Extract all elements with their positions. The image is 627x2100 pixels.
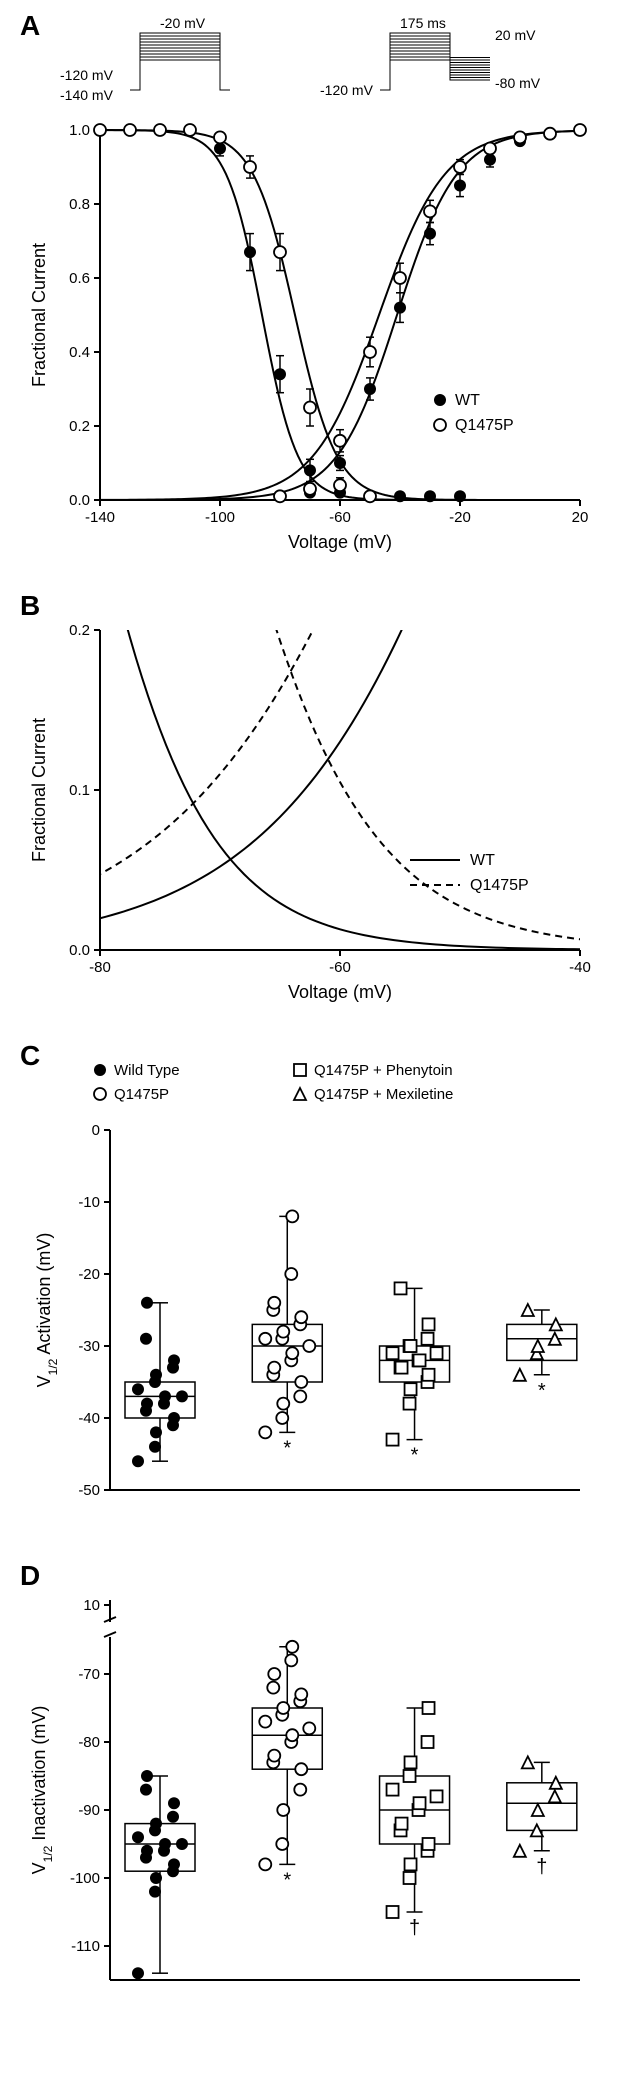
svg-text:†: † — [409, 1917, 420, 1939]
panel-c-svg: Wild Type Q1475P + Phenytoin Q1475P Q1475P … — [10, 1040, 617, 1540]
svg-text:Voltage (mV): Voltage (mV) — [288, 532, 392, 552]
panel-b-svg: -80 -60 -40 0.0 0.1 0.2 Voltage (mV) Fractional… — [10, 590, 617, 1020]
svg-text:Q1475P: Q1475P — [114, 1086, 169, 1103]
svg-text:0.0: 0.0 — [69, 942, 90, 959]
svg-text:-100: -100 — [70, 1870, 100, 1887]
svg-text:-90: -90 — [78, 1802, 100, 1819]
svg-text:1.0: 1.0 — [69, 122, 90, 139]
svg-text:Fractional Current: Fractional Current — [29, 243, 49, 387]
figure: A -20 mV-120 mV-140 mV175 ms20 mV-80 mV-… — [0, 0, 627, 2060]
svg-text:Q1475P: Q1475P — [470, 877, 529, 894]
panel-a: A -20 mV-120 mV-140 mV175 ms20 mV-80 mV-… — [10, 10, 617, 570]
svg-text:20 mV: 20 mV — [495, 27, 536, 43]
svg-text:V1/2 Inactivation (mV): V1/2 Inactivation (mV) — [29, 1706, 55, 1875]
svg-text:0.8: 0.8 — [69, 196, 90, 213]
svg-text:-20 mV: -20 mV — [160, 15, 206, 31]
svg-text:0.1: 0.1 — [69, 782, 90, 799]
panel-d: D 10 -110 -100 -90 -80 -70 V1/2 Inactivation (… — [10, 1560, 617, 2030]
svg-text:Q1475P: Q1475P — [455, 417, 514, 434]
svg-text:-40: -40 — [78, 1410, 100, 1427]
svg-text:0.6: 0.6 — [69, 270, 90, 287]
svg-text:20: 20 — [572, 509, 589, 526]
svg-text:Fractional Current: Fractional Current — [29, 718, 49, 862]
svg-text:WT: WT — [470, 852, 495, 869]
svg-text:-50: -50 — [78, 1482, 100, 1499]
svg-text:Wild Type: Wild Type — [114, 1062, 180, 1079]
svg-text:Q1475P + Mexiletine: Q1475P + Mexiletine — [314, 1086, 453, 1103]
panel-c: C Wild Type Q1475P + Phenytoin Q1475P Q1475… — [10, 1040, 617, 1540]
svg-text:-20: -20 — [78, 1266, 100, 1283]
panel-c-label: C — [20, 1040, 40, 1072]
svg-text:-70: -70 — [78, 1666, 100, 1683]
svg-text:0: 0 — [92, 1122, 100, 1139]
svg-text:V1/2 Activation (mV): V1/2 Activation (mV) — [34, 1233, 60, 1388]
svg-text:*: * — [538, 1380, 546, 1402]
svg-text:10: 10 — [83, 1597, 100, 1614]
svg-text:0.0: 0.0 — [69, 492, 90, 509]
svg-text:0.2: 0.2 — [69, 418, 90, 435]
svg-text:-60: -60 — [329, 959, 351, 976]
svg-text:*: * — [411, 1445, 419, 1467]
svg-text:-140: -140 — [85, 509, 115, 526]
svg-text:-120 mV: -120 mV — [60, 67, 114, 83]
svg-text:-30: -30 — [78, 1338, 100, 1355]
panel-a-svg: -20 mV -120 mV -140 mV 175 ms 20 mV -80 mV -12… — [10, 10, 617, 570]
svg-text:-80: -80 — [89, 959, 111, 976]
svg-text:-40: -40 — [569, 959, 591, 976]
svg-text:175 ms: 175 ms — [400, 15, 446, 31]
panel-b-label: B — [20, 590, 40, 622]
svg-text:-120 mV: -120 mV — [320, 82, 374, 98]
svg-text:†: † — [536, 1856, 547, 1878]
panel-b: B -80 -60 -40 0.0 0.1 0.2 Voltage (mV) Fraction… — [10, 590, 617, 1020]
svg-text:-100: -100 — [205, 509, 235, 526]
svg-text:-60: -60 — [329, 509, 351, 526]
svg-text:Voltage (mV): Voltage (mV) — [288, 982, 392, 1002]
svg-text:-10: -10 — [78, 1194, 100, 1211]
svg-text:*: * — [283, 1869, 291, 1891]
svg-text:-80 mV: -80 mV — [495, 75, 541, 91]
svg-text:WT: WT — [455, 392, 480, 409]
svg-text:0.2: 0.2 — [69, 622, 90, 639]
svg-text:-140 mV: -140 mV — [60, 87, 114, 103]
svg-text:-110: -110 — [71, 1938, 100, 1955]
panel-d-label: D — [20, 1560, 40, 1592]
svg-text:*: * — [283, 1437, 291, 1459]
svg-text:0.4: 0.4 — [69, 344, 90, 361]
panel-a-label: A — [20, 10, 40, 42]
svg-text:Q1475P + Phenytoin: Q1475P + Phenytoin — [314, 1062, 453, 1079]
panel-d-svg: 10 -110 -100 -90 -80 -70 V1/2 Inactivation (mV… — [10, 1560, 617, 2030]
svg-text:-20: -20 — [449, 509, 471, 526]
svg-text:-80: -80 — [78, 1734, 100, 1751]
